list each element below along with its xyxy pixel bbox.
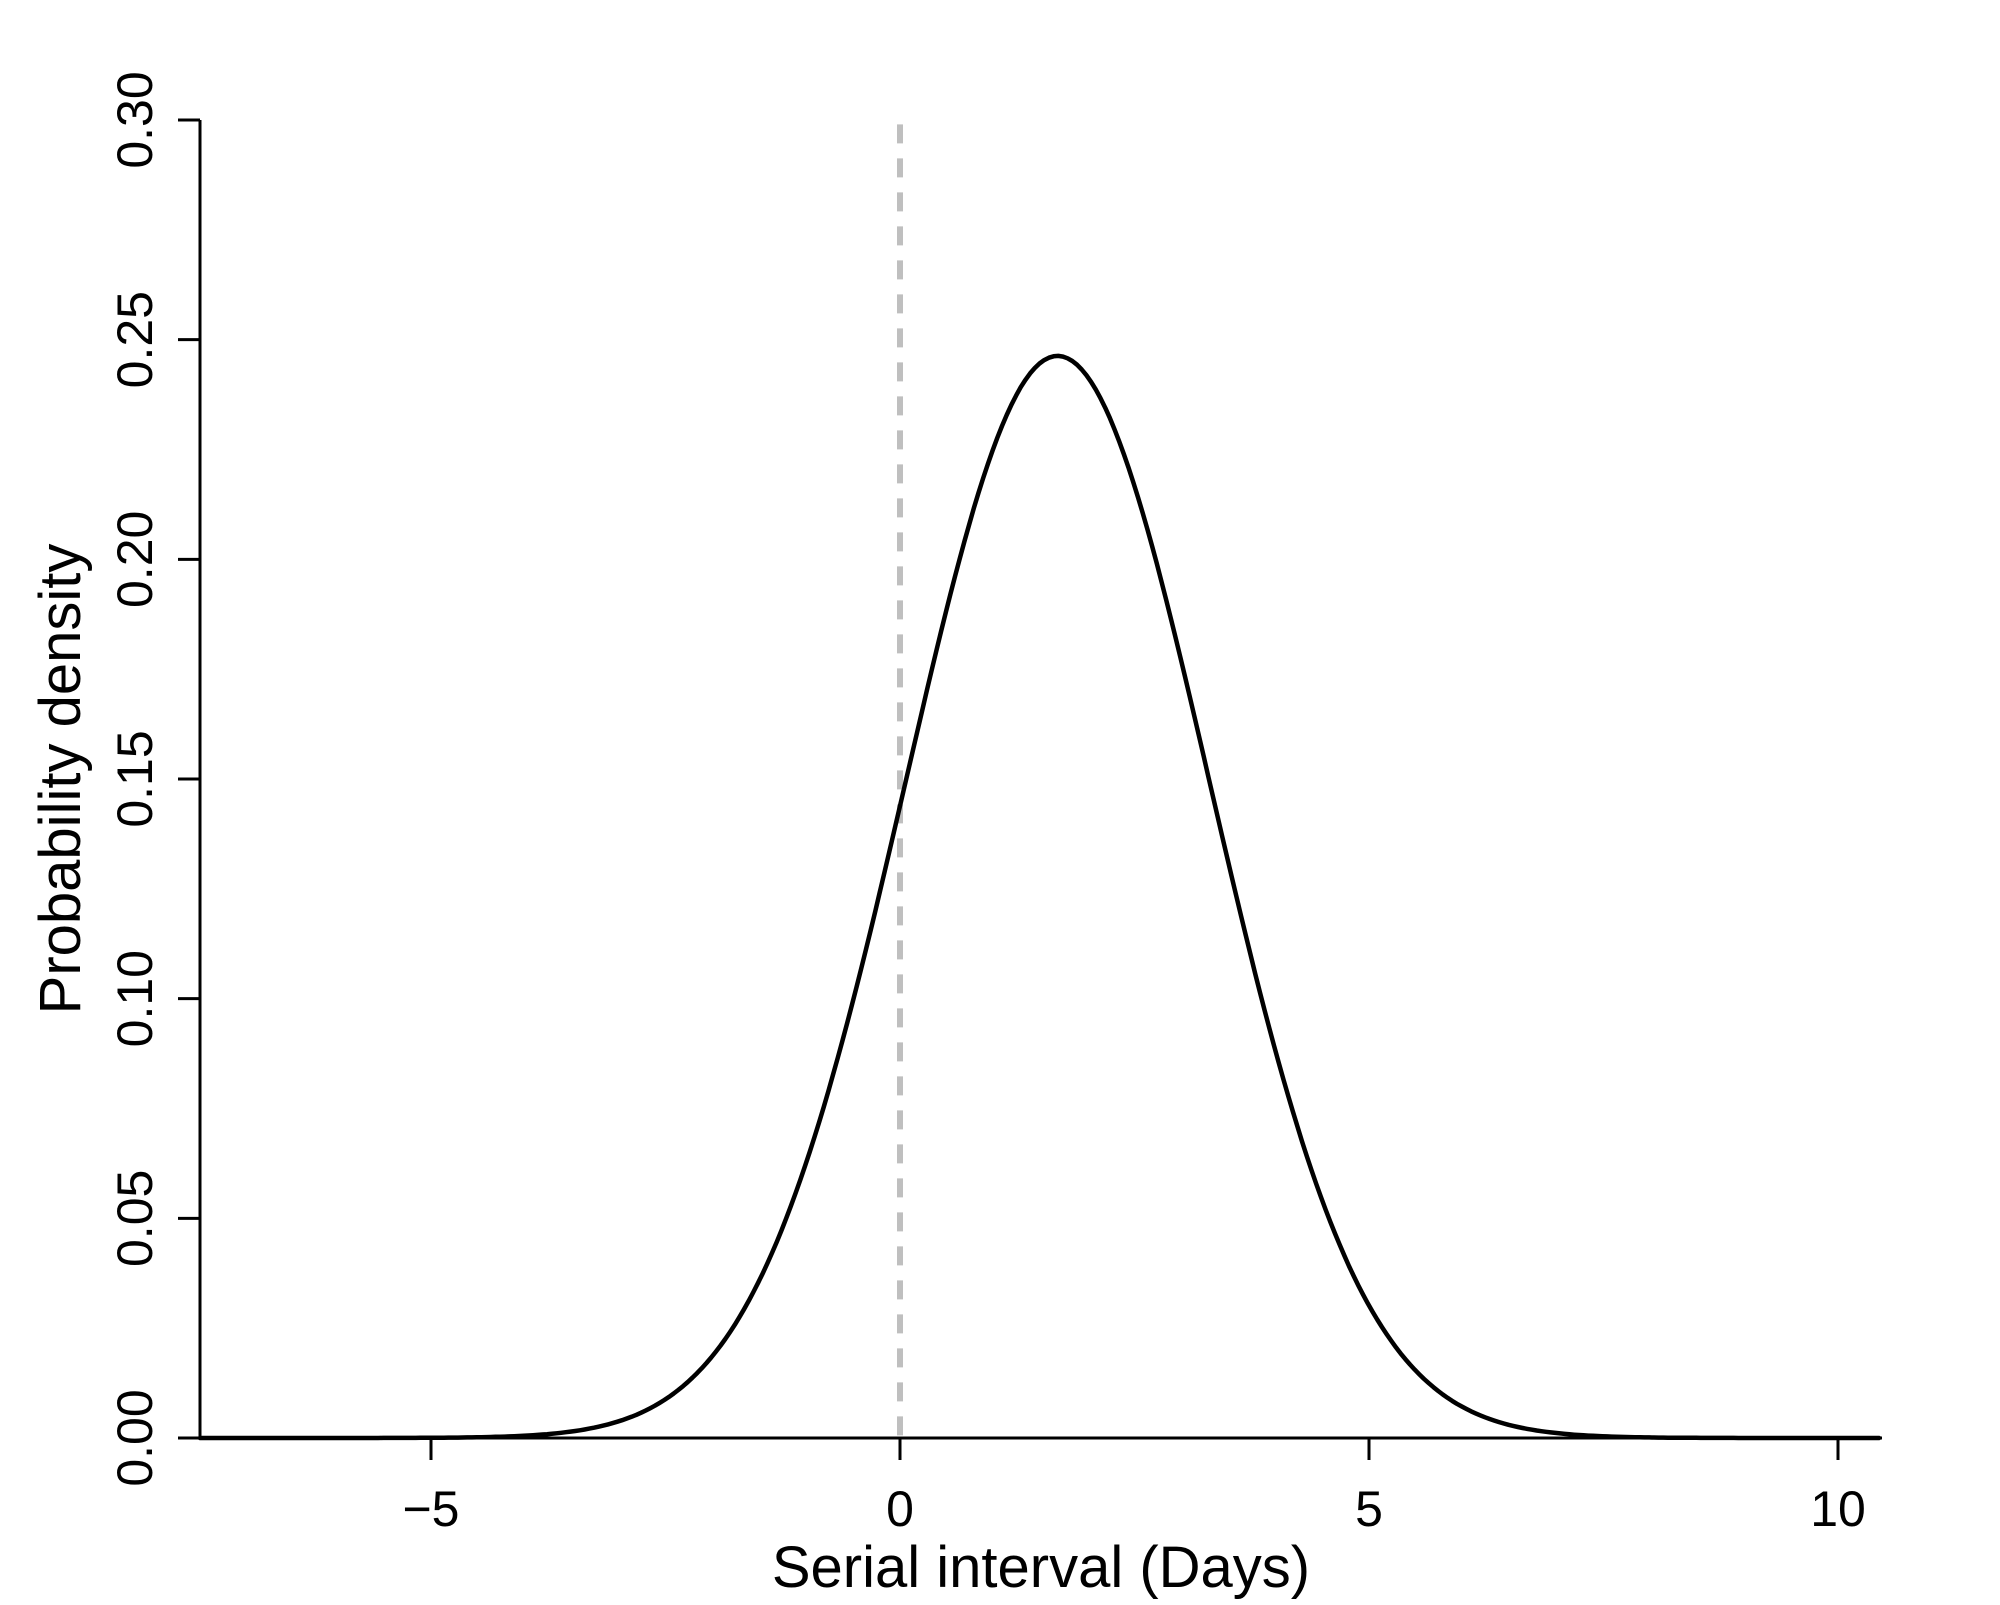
y-tick-label: 0.00 — [107, 1389, 163, 1486]
x-tick-label: 0 — [886, 1481, 914, 1537]
x-tick-label: 5 — [1355, 1481, 1383, 1537]
y-tick-label: 0.25 — [107, 291, 163, 388]
y-tick-label: 0.10 — [107, 950, 163, 1047]
y-tick-label: 0.15 — [107, 730, 163, 827]
x-axis-title: Serial interval (Days) — [772, 1535, 1310, 1600]
y-axis-title: Probability density — [28, 544, 93, 1015]
x-tick-label: 10 — [1810, 1481, 1866, 1537]
density-curve — [197, 353, 1882, 1441]
y-tick-label: 0.30 — [107, 71, 163, 168]
x-tick-label: −5 — [402, 1481, 459, 1537]
y-tick-label: 0.20 — [107, 511, 163, 608]
y-tick-label: 0.05 — [107, 1170, 163, 1267]
